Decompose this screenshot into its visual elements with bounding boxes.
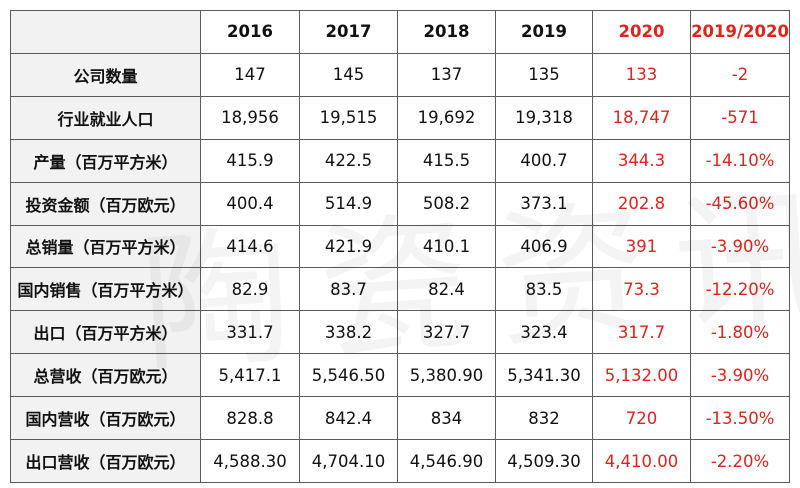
table-cell: -3.90% xyxy=(690,353,790,398)
table-cell: 391 xyxy=(592,224,691,269)
table-cell: 5,341.30 xyxy=(495,353,593,398)
table-cell: 83.7 xyxy=(299,267,398,312)
row-header: 出口（百万平方米） xyxy=(10,310,201,355)
table-cell: -13.50% xyxy=(690,396,790,441)
table-cell: 18,747 xyxy=(592,95,691,140)
row-header: 公司数量 xyxy=(10,52,201,97)
table-cell: -45.60% xyxy=(690,181,790,226)
table-cell: 842.4 xyxy=(299,396,398,441)
column-header: 2020 xyxy=(592,10,691,54)
column-header: 2017 xyxy=(299,10,398,54)
table-row: 公司数量 147 145 137 135 133 -2 xyxy=(10,52,790,97)
table-cell: -2 xyxy=(690,52,790,97)
table-cell: -12.20% xyxy=(690,267,790,312)
table-cell: 137 xyxy=(397,52,496,97)
table-cell: -3.90% xyxy=(690,224,790,269)
table-cell: 202.8 xyxy=(592,181,691,226)
table-cell: -571 xyxy=(690,95,790,140)
table-cell: 832 xyxy=(495,396,593,441)
table-cell: 83.5 xyxy=(495,267,593,312)
table-cell: 373.1 xyxy=(495,181,593,226)
row-header: 国内营收（百万欧元） xyxy=(10,396,201,441)
table-cell: 406.9 xyxy=(495,224,593,269)
table-cell: 323.4 xyxy=(495,310,593,355)
column-header: 2019/2020 xyxy=(690,10,790,54)
table-cell: 18,956 xyxy=(200,95,300,140)
row-header: 投资金额（百万欧元） xyxy=(10,181,201,226)
table-row: 总营收（百万欧元） 5,417.1 5,546.50 5,380.90 5,341.30… xyxy=(10,353,790,398)
table-cell: 720 xyxy=(592,396,691,441)
corner-cell xyxy=(10,10,201,54)
table-row: 国内销售（百万平方米） 82.9 83.7 82.4 83.5 73.3 -12.20% xyxy=(10,267,790,312)
table-row: 投资金额（百万欧元） 400.4 514.9 508.2 373.1 202.8 -45.6… xyxy=(10,181,790,226)
table-cell: 410.1 xyxy=(397,224,496,269)
table-cell: 147 xyxy=(200,52,300,97)
row-header: 国内销售（百万平方米） xyxy=(10,267,201,312)
data-table: 2016 2017 2018 2019 2020 2019/2020 公司数量 147 145… xyxy=(10,10,790,483)
column-header: 2019 xyxy=(495,10,593,54)
row-header: 行业就业人口 xyxy=(10,95,201,140)
table-cell: 4,588.30 xyxy=(200,439,300,483)
row-header: 总销量（百万平方米） xyxy=(10,224,201,269)
table-row: 总销量（百万平方米） 414.6 421.9 410.1 406.9 391 -3.90% xyxy=(10,224,790,269)
table-cell: 145 xyxy=(299,52,398,97)
table-cell: 4,509.30 xyxy=(495,439,593,483)
table-cell: 5,380.90 xyxy=(397,353,496,398)
table-cell: 422.5 xyxy=(299,138,398,183)
table-cell: 82.9 xyxy=(200,267,300,312)
header-row: 2016 2017 2018 2019 2020 2019/2020 xyxy=(10,10,790,54)
table-cell: 508.2 xyxy=(397,181,496,226)
table-cell: 5,546.50 xyxy=(299,353,398,398)
table-row: 出口营收（百万欧元） 4,588.30 4,704.10 4,546.90 4,509.… xyxy=(10,439,790,483)
table-cell: 400.7 xyxy=(495,138,593,183)
table-cell: 4,546.90 xyxy=(397,439,496,483)
table-cell: 514.9 xyxy=(299,181,398,226)
table-cell: 19,515 xyxy=(299,95,398,140)
table-cell: 4,410.00 xyxy=(592,439,691,483)
table-cell: 834 xyxy=(397,396,496,441)
table-cell: 5,417.1 xyxy=(200,353,300,398)
table-row: 国内营收（百万欧元） 828.8 842.4 834 832 720 -13.50% xyxy=(10,396,790,441)
table-cell: 5,132.00 xyxy=(592,353,691,398)
column-header: 2016 xyxy=(200,10,300,54)
table-cell: 135 xyxy=(495,52,593,97)
table-cell: 400.4 xyxy=(200,181,300,226)
table-cell: 133 xyxy=(592,52,691,97)
table-cell: -14.10% xyxy=(690,138,790,183)
table-cell: 344.3 xyxy=(592,138,691,183)
table-cell: 82.4 xyxy=(397,267,496,312)
table-row: 行业就业人口 18,956 19,515 19,692 19,318 18,747 -571 xyxy=(10,95,790,140)
table-cell: 338.2 xyxy=(299,310,398,355)
table-row: 产量（百万平方米） 415.9 422.5 415.5 400.7 344.3 -14.10… xyxy=(10,138,790,183)
row-header: 产量（百万平方米） xyxy=(10,138,201,183)
table-cell: 331.7 xyxy=(200,310,300,355)
table-cell: 19,318 xyxy=(495,95,593,140)
table-cell: 4,704.10 xyxy=(299,439,398,483)
table-cell: 414.6 xyxy=(200,224,300,269)
table-cell: 421.9 xyxy=(299,224,398,269)
column-header: 2018 xyxy=(397,10,496,54)
table-body: 公司数量 147 145 137 135 133 -2 行业就业人口 18,956 19,515 1… xyxy=(10,52,790,483)
table-cell: 415.9 xyxy=(200,138,300,183)
table-cell: 19,692 xyxy=(397,95,496,140)
table-cell: 73.3 xyxy=(592,267,691,312)
table-cell: 415.5 xyxy=(397,138,496,183)
table-cell: -2.20% xyxy=(690,439,790,483)
table-row: 出口（百万平方米） 331.7 338.2 327.7 323.4 317.7 -1.80% xyxy=(10,310,790,355)
data-table-container: 2016 2017 2018 2019 2020 2019/2020 公司数量 147 145… xyxy=(10,10,800,483)
row-header: 总营收（百万欧元） xyxy=(10,353,201,398)
table-cell: 327.7 xyxy=(397,310,496,355)
table-cell: 828.8 xyxy=(200,396,300,441)
row-header: 出口营收（百万欧元） xyxy=(10,439,201,483)
table-cell: -1.80% xyxy=(690,310,790,355)
table-cell: 317.7 xyxy=(592,310,691,355)
